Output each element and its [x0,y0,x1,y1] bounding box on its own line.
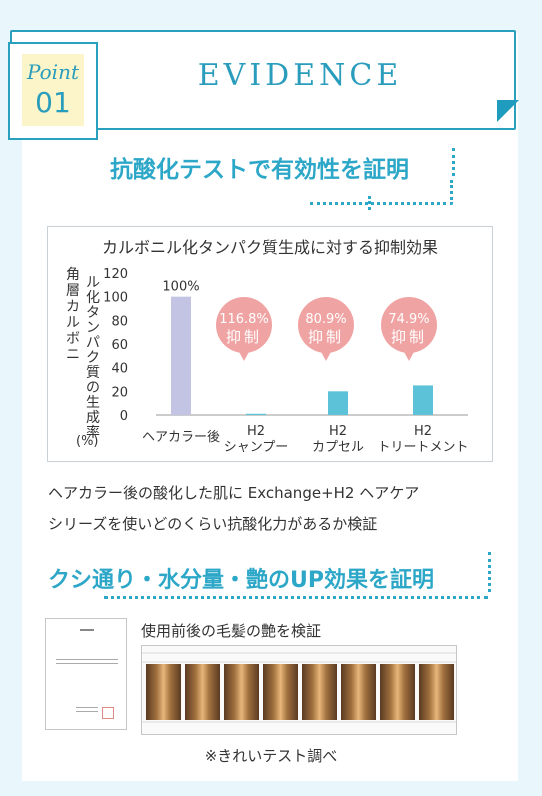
test-note: ※きれいテスト調べ [204,747,338,765]
hair-strip [341,664,376,720]
y-tick-label: 120 [103,267,128,282]
y-tick-label: 0 [120,409,128,424]
hair-gloss-photo [141,645,457,735]
chart-title: カルボニル化タンパク質生成に対する抑制効果 [102,238,438,257]
y-tick-label: 20 [111,385,128,400]
badge-pointer [238,350,250,361]
heading2-dots-vertical [488,552,491,592]
heading-dots-vertical [452,148,455,176]
doc-text-line [76,707,98,708]
antioxidant-heading: 抗酸化テストで有効性を証明 [110,157,409,183]
point-badge: Point 01 [8,42,98,140]
evidence-title: EVIDENCE [197,58,403,93]
badge-pointer [403,350,415,361]
photo-caption: 使用前後の毛髪の艶を検証 [141,622,322,640]
bar [246,413,266,415]
doc-text-line [56,663,118,664]
y-tick-label: 60 [111,338,128,353]
badge-value: 74.9% [388,312,429,327]
x-label-line1: H2 [414,424,432,439]
hair-strip [302,664,337,720]
point-number: 01 [35,86,71,119]
badge-circle [381,297,437,353]
hair-strip [146,664,181,720]
y-tick-label: 80 [111,314,128,329]
y-axis-label-col2: ル化タンパク質の生成率 [86,275,100,441]
bar [413,385,433,415]
x-label-line2: トリートメント [377,440,468,455]
badge-label: 抑制 [226,328,262,346]
hair-strip [263,664,298,720]
doc-text-line [76,711,98,712]
reduction-badge: 74.9%抑制 [381,297,437,361]
bar-data-label: 100% [162,280,199,295]
y-axis-unit: (%) [76,434,99,449]
hair-strip [224,664,259,720]
description-line2: シリーズを使いどのくらい抗酸化力があるか検証 [48,515,378,533]
effect-heading: クシ通り・水分量・艶のUP効果を証明 [48,568,434,593]
hair-strip [185,664,220,720]
heading-dots-tail [368,196,371,210]
point-word: Point [26,60,79,84]
badge-label: 抑制 [391,328,427,346]
y-ticks: 120 100 80 60 40 20 0 [103,267,128,424]
doc-title-line [80,629,94,631]
reduction-badge: 80.9%抑制 [298,297,354,361]
y-tick-label: 100 [103,291,128,306]
seal-stamp [102,707,114,719]
bar [328,391,348,415]
carbonyl-chart: カルボニル化タンパク質生成に対する抑制効果 角層カルボニ ル化タンパク質の生成率… [47,226,493,462]
y-tick-label: 40 [111,362,128,377]
badge-pointer [320,350,332,361]
badge-value: 116.8% [219,312,269,327]
hair-strip [419,664,454,720]
y-axis-label-col1: 角層カルボニ [66,267,80,363]
heading2-dots-horizontal [104,596,488,599]
bar [171,296,191,415]
description-line1: ヘアカラー後の酸化した肌に Exchange+H2 ヘアケア [48,484,420,502]
x-label-line1: ヘアカラー後 [142,430,220,445]
reduction-badge: 116.8%抑制 [216,297,272,361]
x-label-line1: H2 [329,424,347,439]
badge-label: 抑制 [308,328,344,346]
badge-value: 80.9% [305,312,346,327]
hair-photo-svg [142,652,456,723]
badge-circle [216,297,272,353]
hair-strips [146,664,454,720]
x-label-line2: シャンプー [224,440,289,455]
doc-text-line [56,659,118,660]
heading-dots-curve [310,180,453,205]
point-badge-inner: Point 01 [22,54,84,126]
hair-strip [380,664,415,720]
x-label-line1: H2 [247,424,265,439]
test-report-document [45,618,127,730]
x-label-line2: カプセル [312,440,364,455]
bars: 100% [162,280,433,415]
badge-circle [298,297,354,353]
chart-svg: カルボニル化タンパク質生成に対する抑制効果 角層カルボニ ル化タンパク質の生成率… [66,238,469,455]
